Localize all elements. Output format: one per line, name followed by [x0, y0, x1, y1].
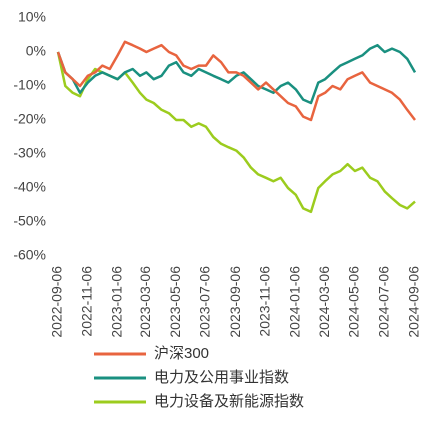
y-tick-label: 10% — [18, 9, 46, 25]
y-tick-label: 0% — [26, 43, 46, 59]
x-tick-label: 2023-03-06 — [137, 266, 153, 338]
x-tick-label: 2024-09-06 — [406, 266, 422, 338]
x-tick-label: 2023-05-06 — [167, 266, 183, 338]
x-tick-label: 2024-01-06 — [287, 266, 303, 338]
x-tick-label: 2022-11-06 — [78, 266, 94, 337]
x-tick-label: 2023-01-06 — [108, 266, 124, 338]
legend-label: 沪深300 — [154, 345, 209, 362]
y-tick-label: -50% — [13, 213, 46, 229]
y-tick-label: -40% — [13, 179, 46, 195]
y-tick-label: -10% — [13, 77, 46, 93]
x-tick-label: 2022-09-06 — [49, 266, 65, 338]
y-tick-label: -60% — [13, 247, 46, 263]
x-tick-label: 2024-05-06 — [346, 266, 362, 338]
series-line — [56, 43, 417, 105]
x-tick-label: 2024-03-06 — [316, 266, 332, 338]
x-tick-label: 2024-07-06 — [375, 266, 391, 338]
x-tick-label: 2023-07-06 — [197, 266, 213, 338]
x-tick-label: 2023-09-06 — [227, 266, 243, 338]
legend-label: 电力设备及新能源指数 — [154, 393, 304, 410]
y-tick-label: -20% — [13, 111, 46, 127]
y-tick-label: -30% — [13, 145, 46, 161]
legend-label: 电力及公用事业指数 — [154, 369, 289, 386]
x-tick-label: 2023-11-06 — [257, 266, 273, 337]
series-line — [56, 40, 416, 122]
